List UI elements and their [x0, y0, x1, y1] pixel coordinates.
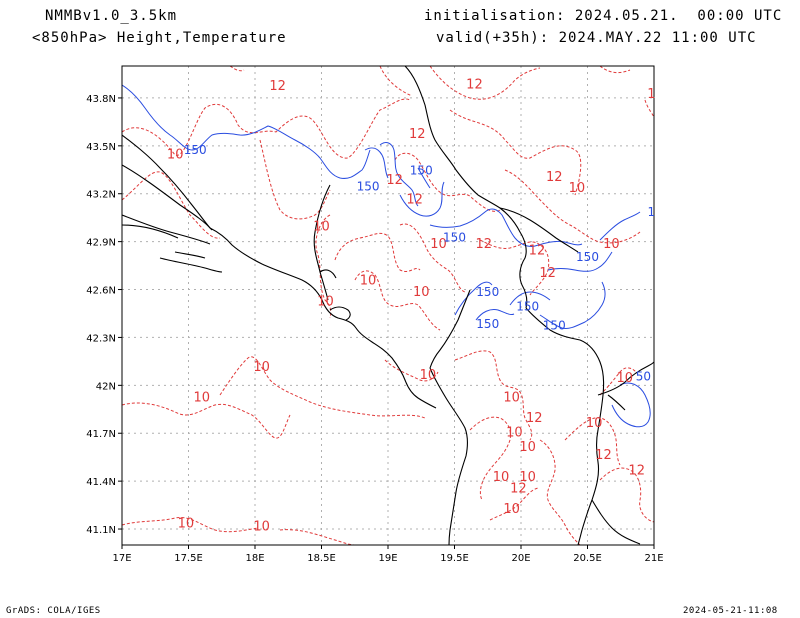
y-tick-label: 42.6N: [86, 286, 116, 297]
temperature-contour-label: 10: [430, 237, 447, 252]
height-contours: [122, 84, 651, 428]
x-tick-label: 19E: [378, 553, 397, 564]
footer-timestamp: 2024-05-21-11:08: [683, 606, 778, 616]
y-tick-label: 41.1N: [86, 525, 116, 536]
temperature-contour-label: 10: [493, 470, 510, 485]
map-grid: [122, 66, 654, 545]
temperature-contour-label: 10: [503, 502, 520, 517]
map-frame: [121, 65, 655, 546]
temperature-contour-label: 10: [313, 219, 330, 234]
height-contour-label: 150: [184, 143, 207, 157]
temperature-contour-label: 12: [526, 411, 543, 426]
y-tick-label: 43.5N: [86, 142, 116, 153]
temperature-contour-label: 12: [546, 170, 563, 185]
temperature-contour-label: 12: [386, 173, 403, 188]
x-tick-label: 17.5E: [174, 553, 203, 564]
temperature-contour-label: 12: [539, 266, 556, 281]
temperature-contour-label: 10: [178, 516, 195, 531]
temperature-contour-label: 10: [420, 368, 437, 383]
y-tick-label: 41.7N: [86, 429, 116, 440]
y-tick-label: 42.9N: [86, 238, 116, 249]
temperature-contour-label: 10: [616, 371, 633, 386]
init-time: initialisation: 2024.05.21. 00:00 UTC: [424, 8, 783, 24]
temperature-contour-label: 10: [569, 181, 586, 196]
temperature-contour-label: 10: [253, 360, 270, 375]
temperature-contour-label: 12: [529, 243, 546, 258]
temperature-contour-label: 10: [253, 520, 270, 535]
temperature-contour-label: 10: [503, 390, 520, 405]
temperature-contour-label: 10: [360, 274, 377, 289]
temperature-contour-label: 10: [586, 416, 603, 431]
height-contour-label: 150: [476, 285, 499, 299]
temperature-contour-label: 1: [647, 87, 655, 102]
x-tick-label: 20E: [511, 553, 530, 564]
temperature-contours: [122, 66, 654, 545]
coastline-borders: [122, 66, 654, 545]
level-title: <850hPa> Height,Temperature: [32, 30, 287, 46]
temperature-contour-label: 12: [510, 481, 527, 496]
height-contour-label: 150: [476, 317, 499, 331]
temperature-contour-label: 10: [519, 440, 536, 455]
temperature-contour-label: 10: [167, 148, 184, 163]
height-contour-label: 150: [443, 231, 466, 245]
x-tick-label: 20.5E: [573, 553, 602, 564]
temperature-contour-label: 10: [194, 390, 211, 405]
temperature-contour-label: 10: [519, 470, 536, 485]
height-contour-label: 150: [357, 180, 380, 194]
valid-time: valid(+35h): 2024.MAY.22 11:00 UTC: [436, 30, 757, 46]
temperature-contour-label: 10: [506, 425, 523, 440]
height-contour-label: 1: [648, 205, 656, 219]
temperature-contour-label: 12: [406, 192, 423, 207]
x-tick-label: 18E: [245, 553, 264, 564]
footer-credit: GrADS: COLA/IGES: [6, 606, 101, 616]
temperature-contour-label: 12: [269, 79, 286, 94]
x-tick-label: 18.5E: [307, 553, 336, 564]
temperature-contour-label: 10: [413, 285, 430, 300]
height-labels: 150 150 150 150 150 150 150 150 150 50 1: [184, 143, 655, 384]
y-tick-label: 43.8N: [86, 94, 116, 105]
height-contour-label: 150: [410, 164, 433, 178]
temperature-contour-label: 12: [409, 127, 426, 142]
y-tick-label: 41.4N: [86, 477, 116, 488]
height-contour-label: 150: [576, 250, 599, 264]
temperature-contour-label: 10: [317, 295, 334, 310]
x-tick-label: 19.5E: [440, 553, 469, 564]
height-contour-label: 50: [636, 370, 651, 384]
x-tick-label: 21E: [644, 553, 663, 564]
x-tick-label: 17E: [112, 553, 131, 564]
axis-tick-labels: 17E 17.5E 18E 18.5E 19E 19.5E 20E 20.5E 21E 43.8N…: [86, 94, 663, 564]
height-contour-label: 150: [543, 318, 566, 332]
temperature-contour-label: 12: [595, 448, 612, 463]
y-tick-label: 42N: [96, 381, 116, 392]
temperature-contour-label: 12: [475, 237, 492, 252]
height-contour-label: 150: [516, 299, 539, 313]
temperature-contour-label: 12: [628, 464, 645, 479]
y-tick-label: 42.3N: [86, 333, 116, 344]
y-tick-label: 43.2N: [86, 190, 116, 201]
model-title: NMMBv1.0_3.5km: [45, 8, 178, 24]
temperature-contour-label: 10: [603, 237, 620, 252]
temperature-contour-label: 12: [466, 77, 483, 92]
